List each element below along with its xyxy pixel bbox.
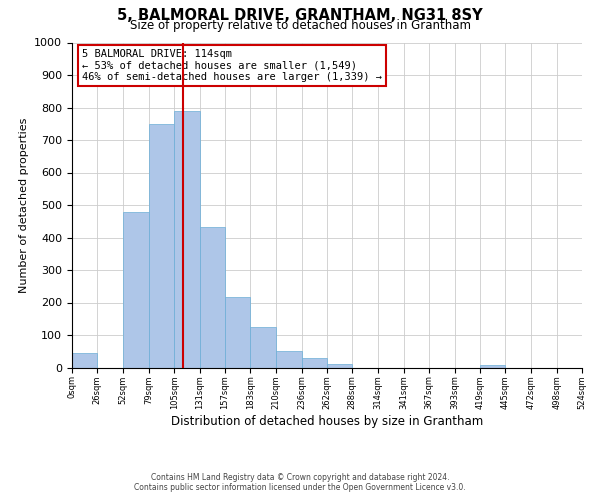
Bar — [327, 364, 352, 368]
Text: Size of property relative to detached houses in Grantham: Size of property relative to detached ho… — [130, 18, 470, 32]
Bar — [302, 358, 327, 368]
Bar — [72, 353, 97, 368]
Text: 5 BALMORAL DRIVE: 114sqm
← 53% of detached houses are smaller (1,549)
46% of sem: 5 BALMORAL DRIVE: 114sqm ← 53% of detach… — [82, 49, 382, 82]
Bar — [122, 212, 149, 368]
Y-axis label: Number of detached properties: Number of detached properties — [19, 118, 29, 292]
Bar — [277, 350, 302, 368]
Bar — [480, 365, 505, 368]
Bar — [250, 327, 277, 368]
Bar — [149, 124, 174, 368]
Text: Contains HM Land Registry data © Crown copyright and database right 2024.
Contai: Contains HM Land Registry data © Crown c… — [134, 473, 466, 492]
Bar — [199, 227, 225, 368]
Text: 5, BALMORAL DRIVE, GRANTHAM, NG31 8SY: 5, BALMORAL DRIVE, GRANTHAM, NG31 8SY — [117, 8, 483, 22]
Bar — [225, 297, 250, 368]
X-axis label: Distribution of detached houses by size in Grantham: Distribution of detached houses by size … — [171, 414, 483, 428]
Bar — [174, 111, 200, 368]
